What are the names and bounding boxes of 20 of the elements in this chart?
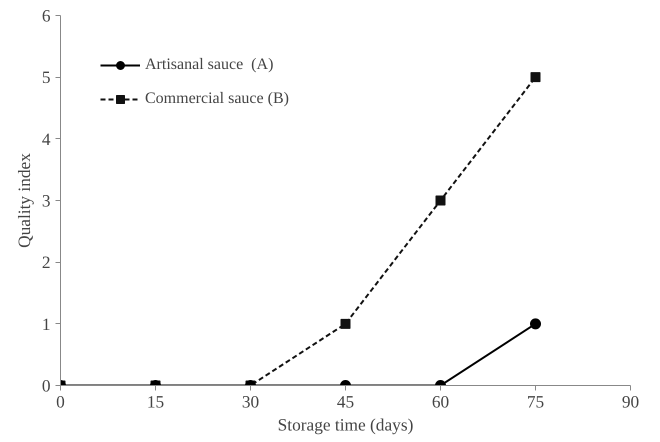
x-tick-label: 0 <box>56 392 65 412</box>
x-tick-label: 30 <box>242 392 260 412</box>
y-tick-label: 0 <box>42 376 51 396</box>
legend-label: Commercial sauce (B) <box>145 90 289 108</box>
x-axis-title: Storage time (days) <box>278 416 414 434</box>
x-tick-label: 90 <box>622 392 640 412</box>
legend-label: Artisanal sauce (A) <box>145 56 274 74</box>
point <box>436 196 446 206</box>
y-tick-label: 1 <box>42 314 51 334</box>
point <box>530 72 540 82</box>
x-tick-label: 15 <box>146 392 164 412</box>
x-tick-label: 60 <box>432 392 450 412</box>
x-tick-label: 45 <box>336 392 354 412</box>
y-tick-label: 6 <box>42 6 51 26</box>
y-axis-title: Quality index <box>14 152 34 248</box>
y-tick-label: 5 <box>42 68 51 88</box>
x-tick-label: 75 <box>526 392 544 412</box>
y-tick-label: 2 <box>42 253 51 272</box>
y-tick-label: 3 <box>42 192 51 210</box>
y-tick-label: 4 <box>42 130 51 149</box>
